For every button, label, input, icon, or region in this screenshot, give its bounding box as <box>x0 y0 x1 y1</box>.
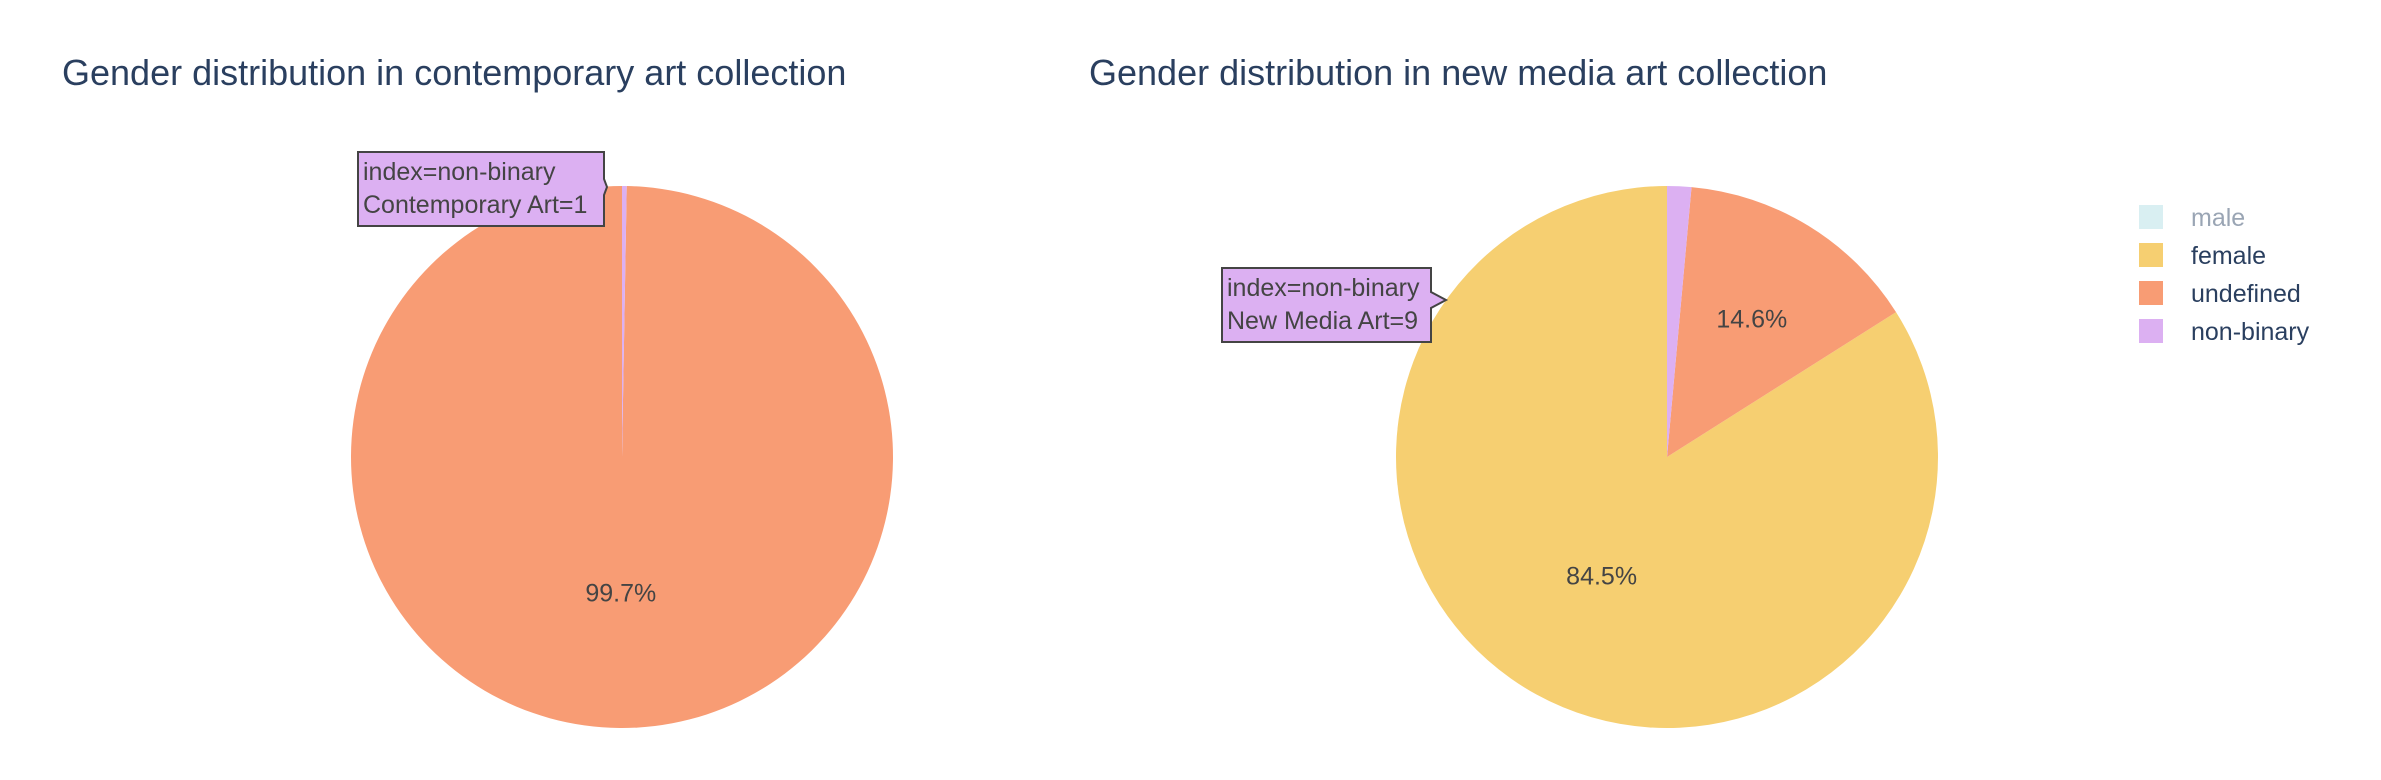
legend-label-undefined: undefined <box>2191 280 2301 308</box>
slice-label-undefined: 99.7% <box>585 579 656 607</box>
chart-title-new-media: Gender distribution in new media art col… <box>1089 52 1827 93</box>
slices-contemporary <box>351 186 894 728</box>
hover-tooltip-box <box>1221 267 1449 343</box>
pie-slice-undefined[interactable] <box>1667 187 1897 457</box>
pie-slice-female[interactable] <box>1396 186 1939 728</box>
legend-item-non-binary[interactable]: non-binary <box>2139 318 2310 346</box>
legend-item-male[interactable]: male <box>2139 204 2245 232</box>
pie-chart-new-media: Gender distribution in new media art col… <box>1089 52 1939 728</box>
legend-swatch-male <box>2139 205 2163 229</box>
hover-tooltip-new-media: index=non-binary New Media Art=9 <box>1221 267 1449 343</box>
legend-label-female: female <box>2191 242 2266 270</box>
hover-tooltip-contemporary: index=non-binary Contemporary Art=1 <box>357 151 609 227</box>
legend-label-non-binary: non-binary <box>2191 318 2310 346</box>
legend-item-female[interactable]: female <box>2139 242 2266 270</box>
pie-slice-non-binary[interactable] <box>1667 186 1692 457</box>
hover-tooltip-line: Contemporary Art=1 <box>363 191 587 219</box>
pie-chart-contemporary: Gender distribution in contemporary art … <box>62 52 894 728</box>
legend-label-male: male <box>2191 204 2245 232</box>
slice-labels-contemporary: 99.7% <box>585 579 656 607</box>
slice-labels-new-media: 84.5% 14.6% <box>1566 305 1787 590</box>
legend-swatch-non-binary <box>2139 319 2163 343</box>
slices-new-media <box>1396 186 1939 728</box>
legend-swatch-undefined <box>2139 281 2163 305</box>
pie-slice-non-binary[interactable] <box>622 186 627 457</box>
hover-tooltip-line: index=non-binary <box>363 158 556 186</box>
hover-tooltip-box <box>357 151 609 227</box>
slice-label-female: 84.5% <box>1566 563 1637 591</box>
legend-swatch-female <box>2139 243 2163 267</box>
hover-tooltip-line: index=non-binary <box>1227 274 1420 302</box>
chart-title-contemporary: Gender distribution in contemporary art … <box>62 52 846 93</box>
hover-tooltip-line: New Media Art=9 <box>1227 307 1418 335</box>
legend: male female undefined non-binary <box>2139 204 2310 346</box>
slice-label-undefined: 14.6% <box>1716 305 1787 333</box>
pie-slice-undefined[interactable] <box>351 186 894 728</box>
legend-item-undefined[interactable]: undefined <box>2139 280 2301 308</box>
